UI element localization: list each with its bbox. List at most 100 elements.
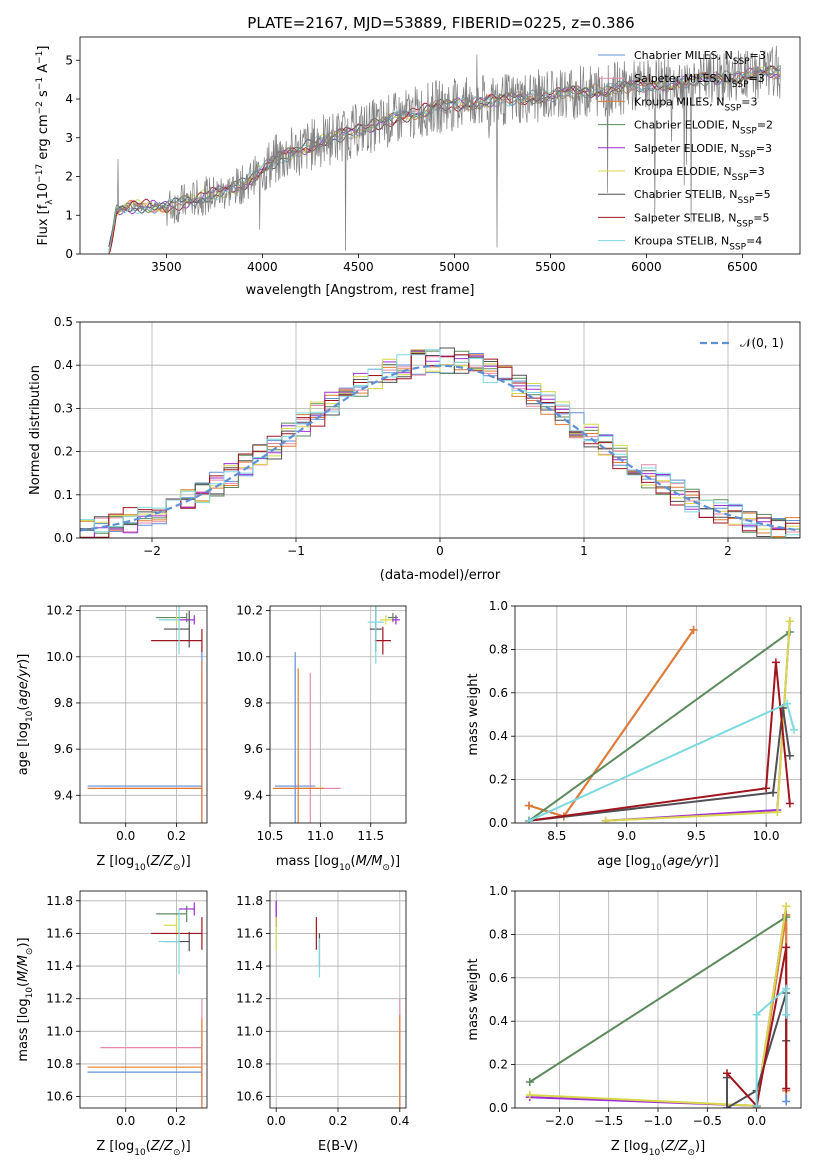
tick-label-y: 11.2 bbox=[46, 992, 73, 1006]
point-chabrier_miles bbox=[87, 647, 203, 823]
tick-label-x: 11.5 bbox=[357, 829, 384, 843]
label-part: =3 bbox=[741, 95, 757, 108]
tick-label-y: 0.4 bbox=[489, 1014, 508, 1028]
x-axis-label: mass [log10(M/M⊙)] bbox=[276, 854, 400, 873]
series-marker bbox=[723, 1069, 732, 1078]
label-part: 10 bbox=[25, 987, 35, 999]
tick-label-x: 6000 bbox=[631, 260, 662, 274]
label-part: age [log bbox=[16, 722, 31, 775]
plot-area-age_vs_Z bbox=[87, 606, 203, 823]
label-part: ( bbox=[16, 706, 31, 711]
point-salpeter_elodie bbox=[179, 902, 195, 916]
legend-label-salpeter_stelib: Salpeter STELIB, NSSP=5 bbox=[634, 211, 770, 229]
label-part: Chabrier ELODIE, N bbox=[634, 119, 740, 132]
series-marker bbox=[601, 816, 610, 823]
tick-label-y: 0.2 bbox=[489, 1058, 508, 1072]
residual-histogram-kroupa_elodie bbox=[80, 351, 800, 538]
tick-label-x: 5500 bbox=[535, 260, 566, 274]
series-marker bbox=[525, 1090, 534, 1099]
label-part: SSP bbox=[724, 103, 741, 113]
axes-age_vs_mass: 10.5 11.0 11.5 9.4 9.6 9.8 10.0 10.2 mass [log10… bbox=[236, 604, 407, 873]
label-part: Chabrier MILES, N bbox=[634, 49, 733, 62]
tick-label-y: 11.6 bbox=[46, 926, 73, 940]
data-spectrum bbox=[108, 45, 781, 254]
figure-title: PLATE=2167, MJD=53889, FIBERID=0225, z=0… bbox=[247, 14, 634, 32]
axes-frame bbox=[79, 36, 801, 255]
tick-label-y: 5 bbox=[65, 53, 73, 67]
label-part: M/M bbox=[356, 854, 383, 869]
tick-label-y: 0.4 bbox=[54, 358, 73, 372]
tick-label-y: 10.6 bbox=[46, 1090, 73, 1104]
series-marker bbox=[782, 913, 791, 922]
tick-label-x: −0.5 bbox=[693, 1114, 722, 1128]
label-part: mass [log bbox=[16, 998, 31, 1061]
gaussian-reference-line bbox=[80, 364, 800, 532]
label-part: )] bbox=[181, 854, 191, 869]
series-salpeter_stelib bbox=[524, 658, 794, 823]
series-kroupa_stelib bbox=[752, 984, 791, 1108]
tick-label-x: 0.2 bbox=[328, 1114, 347, 1128]
label-part: )] bbox=[390, 854, 400, 869]
series-marker bbox=[752, 1010, 761, 1019]
label-part: SSP bbox=[736, 219, 753, 229]
label-part: erg cm bbox=[36, 114, 51, 163]
tick-label-y: 3 bbox=[65, 131, 73, 145]
label-part: SSP bbox=[729, 243, 746, 253]
label-part: =5 bbox=[754, 188, 770, 201]
series-line bbox=[755, 986, 788, 1106]
tick-label-y: 0.8 bbox=[489, 927, 508, 941]
label-part: age [log bbox=[597, 854, 650, 869]
label-part: Flux [f bbox=[36, 204, 51, 245]
series-marker bbox=[769, 788, 778, 797]
tick-label-y: 11.6 bbox=[236, 926, 263, 940]
label-part: SSP bbox=[740, 127, 757, 137]
tick-label-x: −1.0 bbox=[643, 1114, 672, 1128]
label-part: Kroupa MILES, N bbox=[634, 95, 724, 108]
point-chabrier_stelib bbox=[163, 610, 190, 648]
label-part: =3 bbox=[750, 49, 766, 62]
tick-label-y: 0.0 bbox=[489, 1101, 508, 1115]
label-part: 10 bbox=[36, 183, 51, 200]
plot-area-residual_distribution bbox=[80, 347, 800, 538]
x-axis-label: Z [log10(Z/Z⊙)] bbox=[96, 1139, 190, 1158]
series-marker bbox=[524, 801, 533, 810]
tick-label-x: −2.0 bbox=[545, 1114, 574, 1128]
tick-label-x: 0.0 bbox=[116, 1114, 135, 1128]
axes-mass_weight_vs_age: 8.5 9.0 9.5 10.0 0.0 0.2 0.4 0.6 0.8 1.0 age [log1… bbox=[466, 599, 802, 873]
legend-label-chabrier_miles: Chabrier MILES, NSSP=3 bbox=[634, 49, 766, 67]
axes-frame bbox=[79, 321, 801, 539]
series-marker bbox=[782, 1097, 791, 1106]
label-part: SSP bbox=[739, 150, 756, 160]
label-part: Kroupa STELIB, N bbox=[634, 235, 729, 248]
label-part: ( bbox=[660, 1139, 665, 1154]
label-part: mass [log bbox=[276, 854, 339, 869]
tick-label-y: 11.2 bbox=[236, 992, 263, 1006]
label-part: age/yr bbox=[667, 854, 710, 869]
series-marker bbox=[762, 784, 771, 793]
legend: 𝒩(0, 1) bbox=[700, 336, 784, 350]
point-kroupa_miles bbox=[273, 668, 324, 823]
tick-label-x: 10.0 bbox=[753, 829, 780, 843]
label-part: )] bbox=[181, 1139, 191, 1154]
tick-label-x: 8.5 bbox=[547, 829, 566, 843]
tick-label-x: 10.5 bbox=[257, 829, 284, 843]
series-line bbox=[528, 707, 791, 822]
tick-label-y: 9.8 bbox=[54, 696, 73, 710]
label-part: Chabrier STELIB, N bbox=[634, 188, 738, 201]
tick-label-y: 9.4 bbox=[54, 788, 73, 802]
tick-label-y: 0.1 bbox=[54, 488, 73, 502]
tick-label-y: 4 bbox=[65, 92, 73, 106]
point-chabrier_miles bbox=[87, 1039, 203, 1105]
label-part: Salpeter ELODIE, N bbox=[634, 142, 739, 155]
series-marker bbox=[785, 617, 794, 626]
tick-label-y: 0.0 bbox=[54, 531, 73, 545]
x-axis-label: wavelength [Angstrom, rest frame] bbox=[246, 283, 475, 298]
label-part: =4 bbox=[746, 235, 762, 248]
tick-label-x: 1 bbox=[580, 544, 588, 558]
tick-label-y: 10.8 bbox=[236, 1057, 263, 1071]
tick-label-x: 0.0 bbox=[747, 1114, 766, 1128]
x-axis-label: Z [log10(Z/Z⊙)] bbox=[96, 854, 190, 873]
legend-label-salpeter_miles: Salpeter MILES, NSSP=3 bbox=[634, 72, 765, 90]
series-marker bbox=[782, 1084, 791, 1093]
